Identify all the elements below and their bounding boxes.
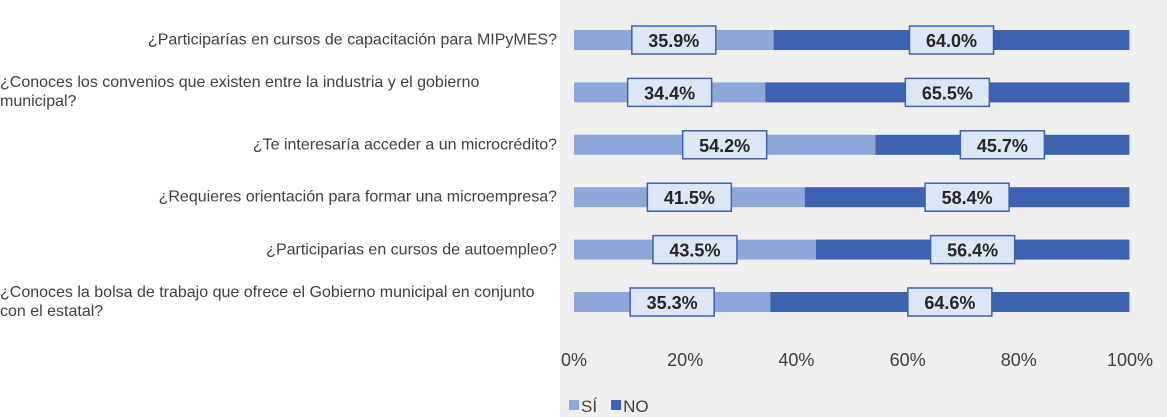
value-label-box [929,234,1016,265]
value-label: 41.5% [664,188,715,208]
value-label: 54.2% [699,136,750,156]
legend-swatch [611,400,622,410]
x-tick-label: 60% [890,350,926,370]
value-label-box [681,130,768,160]
value-label-box [959,130,1046,160]
value-label-box [629,287,715,317]
category-text: ¿Conoces los convenios que existen entre… [0,74,480,111]
legend-label: NO [623,397,649,416]
value-label: 65.5% [922,83,973,103]
legend-label: SÍ [581,397,597,416]
value-label: 64.0% [926,31,977,51]
value-label: 34.4% [644,83,695,103]
category-label: ¿Te interesaría acceder a un microcrédit… [0,135,557,154]
category-label: ¿Conoces la bolsa de trabajo que ofrece … [0,283,557,321]
category-text: ¿Te interesaría acceder a un microcrédit… [252,136,557,154]
value-label-box [907,287,993,317]
category-label: ¿Requieres orientación para formar una m… [0,188,557,207]
value-label: 58.4% [942,188,993,208]
x-tick-label: 80% [1001,350,1037,370]
value-label-box [646,182,733,212]
value-label: 64.6% [924,293,975,313]
value-label: 43.5% [669,241,720,261]
value-label-box [626,77,713,108]
legend-swatch [569,400,579,410]
value-label-box [904,77,991,108]
x-tick-label: 40% [778,350,814,370]
value-label: 56.4% [947,241,998,261]
value-label: 35.3% [647,293,698,313]
value-label-box [908,25,995,55]
value-label-box [631,25,717,55]
x-tick-label: 0% [561,350,587,370]
category-label: ¿Participarías en cursos de capacitación… [0,31,557,50]
category-label: ¿Participarias en cursos de autoempleo? [0,240,557,259]
category-text: ¿Conoces la bolsa de trabajo que ofrece … [0,284,535,320]
category-label: ¿Conoces los convenios que existen entre… [0,73,557,111]
x-tick-label: 20% [667,350,703,370]
value-label-box [652,234,738,265]
category-text: ¿Participarías en cursos de capacitación… [147,31,557,49]
x-tick-label: 100% [1107,350,1153,370]
value-label: 45.7% [977,136,1028,156]
value-label: 35.9% [648,31,699,51]
category-text: ¿Participarias en cursos de autoempleo? [266,241,557,259]
category-text: ¿Requieres orientación para formar una m… [158,188,557,206]
value-label-box [924,182,1010,212]
